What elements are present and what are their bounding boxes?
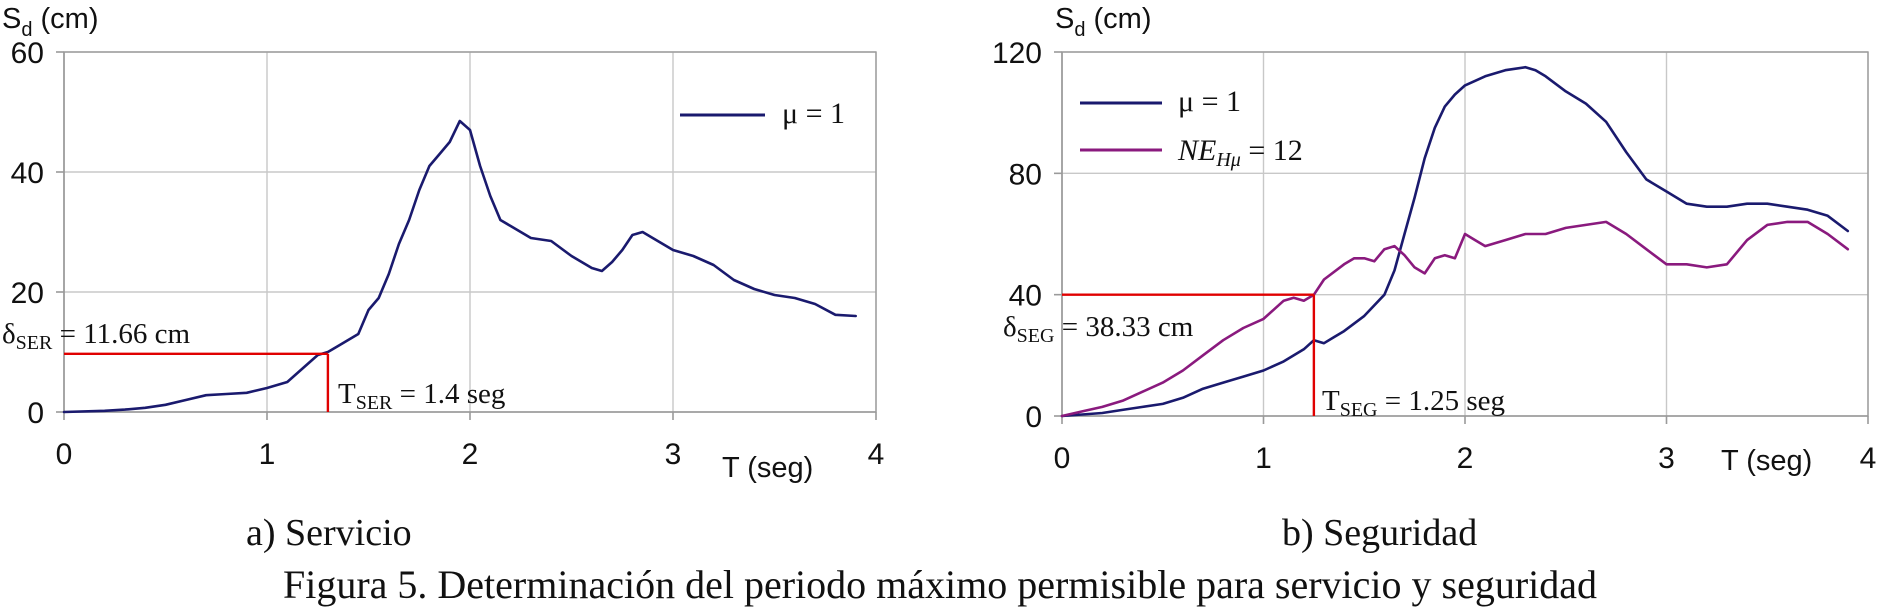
y-tick-label: 0 [27, 397, 44, 430]
x-axis-label: T (seg) [722, 452, 813, 484]
y-tick-label: 60 [11, 37, 44, 70]
x-tick-label: 0 [1054, 442, 1071, 475]
y-tick-label: 0 [1025, 401, 1042, 434]
x-tick-label: 1 [1255, 442, 1272, 475]
figure-caption: Figura 5. Determinación del periodo máxi… [283, 562, 1597, 607]
panel-caption: b) Seguridad [1282, 512, 1477, 554]
y-tick-label: 80 [1009, 158, 1042, 191]
series-line-1 [1060, 220, 1850, 418]
y-tick-label: 20 [11, 277, 44, 310]
x-tick-label: 2 [1457, 442, 1474, 475]
grid-lines [64, 51, 877, 412]
legend: μ = 1 [680, 97, 845, 130]
x-tick-label: 3 [665, 438, 682, 471]
x-axis-label: T (seg) [1721, 445, 1812, 477]
y-axis-label: Sd (cm) [2, 3, 99, 41]
threshold-lines [1062, 293, 1316, 416]
y-tick-label: 120 [992, 37, 1042, 70]
axes [56, 51, 877, 420]
series-line-0 [62, 119, 857, 414]
series-group [1060, 65, 1850, 418]
legend-label: μ = 1 [782, 97, 845, 130]
legend-label: μ = 1 [1178, 85, 1241, 118]
legend: μ = 1 NEHμ = 12 [1080, 85, 1303, 171]
axes [1054, 51, 1869, 424]
y-axis-label: Sd (cm) [1055, 3, 1152, 41]
x-tick-label: 3 [1658, 442, 1675, 475]
period-annotation: TSER = 1.4 seg [338, 378, 505, 414]
x-tick-label: 2 [462, 438, 479, 471]
series-group [62, 119, 857, 414]
period-annotation: TSEG = 1.25 seg [1322, 385, 1505, 421]
y-tick-label: 40 [11, 157, 44, 190]
x-tick-label: 4 [868, 438, 885, 471]
x-tick-label: 0 [56, 438, 73, 471]
x-tick-label: 4 [1860, 442, 1877, 475]
delta-annotation: δSER = 11.66 cm [2, 318, 191, 354]
y-tick-label: 40 [1009, 280, 1042, 313]
panel-caption: a) Servicio [246, 512, 412, 554]
delta-annotation: δSEG = 38.33 cm [1003, 311, 1194, 347]
series-line-0 [1060, 65, 1850, 418]
legend-label: NEHμ = 12 [1177, 134, 1303, 171]
x-tick-label: 1 [259, 438, 276, 471]
threshold-lines [64, 352, 330, 412]
